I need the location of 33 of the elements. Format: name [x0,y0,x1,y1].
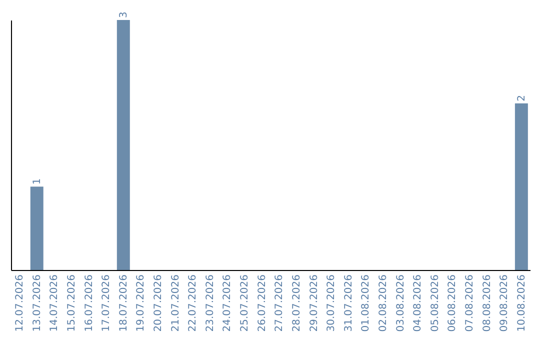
x-tick-label: 15.07.2026 [66,274,78,332]
x-tick-label: 10.08.2026 [516,274,528,332]
x-tick-label: 13.07.2026 [32,274,43,332]
x-tick-label: 05.08.2026 [430,274,441,332]
x-tick-label: 02.08.2026 [378,274,389,332]
x-tick-label: 24.07.2026 [222,274,234,332]
x-tick-label: 03.08.2026 [395,274,406,332]
data-label: 2 [516,94,528,102]
x-tick-label: 01.08.2026 [360,274,372,332]
x-tick-label: 19.07.2026 [136,274,147,332]
x-tick-label: 22.07.2026 [188,274,199,332]
x-tick-label: 06.08.2026 [447,274,458,332]
x-tick-label: 27.07.2026 [274,274,286,332]
x-tick-label: 31.07.2026 [343,274,354,332]
x-tick-label: 26.07.2026 [256,274,268,332]
x-tick-label: 17.07.2026 [101,274,112,332]
x-tick-label: 18.07.2026 [118,274,130,332]
data-label: 3 [118,12,130,18]
x-tick-label: 21.07.2026 [170,274,182,332]
x-tick-label: 20.07.2026 [153,274,164,332]
data-label: 1 [32,178,43,185]
x-tick-label: 12.07.2026 [14,274,26,332]
x-tick-label: 16.07.2026 [84,274,95,332]
x-tick-label: 04.08.2026 [412,274,424,332]
x-tick-label: 08.08.2026 [482,274,493,332]
x-tick-label: 07.08.2026 [464,274,476,332]
x-tick-label: 09.08.2026 [499,274,510,332]
x-tick-label: 23.07.2026 [204,274,216,332]
x-tick-label: 29.07.2026 [308,274,320,332]
x-tick-label: 30.07.2026 [326,274,338,332]
x-tick-label: 28.07.2026 [291,274,302,332]
x-tick-label: 25.07.2026 [240,274,251,332]
x-tick-label: 14.07.2026 [49,274,60,332]
